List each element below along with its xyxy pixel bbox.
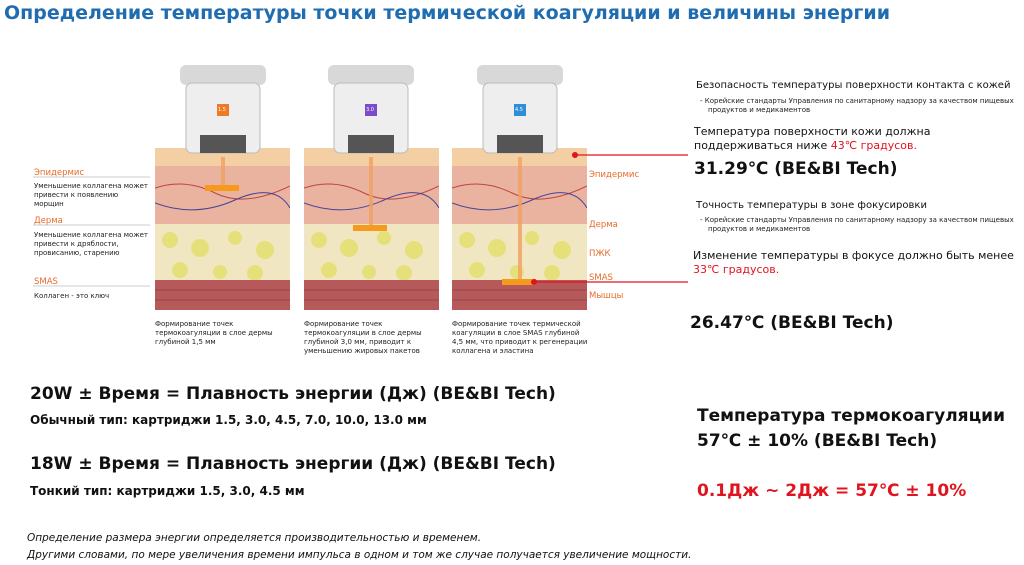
cartridge: 3.0: [366, 107, 374, 113]
label-text: Уменьшение коллагена может привести к др…: [34, 231, 149, 257]
coagulation-value: 57℃ ± 10% (BE&BI Tech): [697, 431, 938, 451]
requirement-text: Изменение температуры в фокусе должно бы…: [693, 249, 1014, 262]
label-title: Дерма: [34, 216, 63, 226]
energy-cartridges: Обычный тип: картриджи 1.5, 3.0, 4.5, 7.…: [30, 413, 427, 427]
layer-label: ПЖК: [589, 249, 611, 259]
caption: Формирование точек термической коагуляци…: [452, 320, 588, 355]
label-text: Коллаген - это ключ: [34, 292, 110, 300]
caption: Формирование точек термокоагуляции в сло…: [304, 320, 422, 355]
focus-requirement: Изменение температуры в фокусе должно бы…: [693, 249, 1024, 277]
footer-line: Другими словами, по мере увеличения врем…: [27, 549, 692, 561]
surface-requirement: Температура поверхности кожи должна подд…: [694, 125, 974, 153]
coagulation-range: 0.1Дж ~ 2Дж = 57℃ ± 10%: [697, 481, 967, 501]
surface-heading: Безопасность температуры поверхности кон…: [696, 80, 1011, 91]
label-title: Эпидермис: [34, 168, 85, 178]
coagulation-title: Температура термокоагуляции: [697, 406, 1006, 426]
layer-label: Мышцы: [589, 291, 624, 301]
label-title: SMAS: [34, 277, 58, 287]
cartridge: 4.5: [515, 107, 523, 113]
energy-formula: 20W ± Время = Плавность энергии (Дж) (BE…: [30, 384, 556, 404]
layer-label: Эпидермис: [589, 170, 640, 180]
focus-heading: Точность температуры в зоне фокусировки: [696, 200, 927, 211]
requirement-text: Температура поверхности кожи должна подд…: [694, 125, 931, 152]
surface-standard: - Корейские стандарты Управления по сани…: [700, 97, 1014, 114]
cartridge: 1.5: [218, 107, 226, 113]
focus-standard: - Корейские стандарты Управления по сани…: [700, 216, 1014, 233]
focus-result: 26.47℃ (BE&BI Tech): [690, 313, 894, 333]
requirement-limit: 33℃ градусов.: [693, 263, 780, 276]
energy-cartridges: Тонкий тип: картриджи 1.5, 3.0, 4.5 мм: [30, 484, 305, 498]
requirement-limit: 43℃ градусов.: [830, 139, 917, 152]
layer-label: SMAS: [589, 273, 613, 283]
footer-line: Определение размера энергии определяется…: [27, 532, 482, 544]
caption: Формирование точек термокоагуляции в сло…: [155, 320, 273, 346]
label-text: Уменьшение коллагена может привести к по…: [34, 182, 149, 208]
layer-label: Дерма: [589, 220, 618, 230]
title: Определение температуры точки термическо…: [4, 2, 891, 24]
energy-formula: 18W ± Время = Плавность энергии (Дж) (BE…: [30, 454, 556, 474]
surface-result: 31.29℃ (BE&BI Tech): [694, 159, 898, 179]
